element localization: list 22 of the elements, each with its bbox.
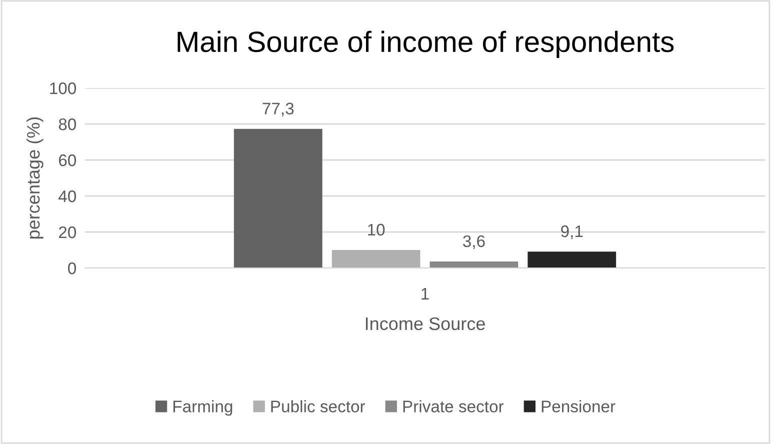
chart-title: Main Source of income of respondents [178, 30, 674, 58]
legend-label: Pensioner [542, 400, 616, 412]
data-label: 10 [368, 224, 385, 236]
data-label: 3,6 [463, 235, 485, 250]
y-tick-label: 100 [50, 82, 76, 94]
y-tick-label: 40 [58, 190, 76, 202]
bar [528, 252, 616, 268]
y-tick-label: 0 [68, 262, 76, 274]
x-tick-label: 1 [422, 288, 429, 300]
data-label: 77,3 [262, 102, 294, 116]
legend-label: Farming [173, 400, 232, 416]
data-label: 9,1 [561, 225, 583, 240]
legend-label: Private sector [403, 400, 504, 412]
bar [332, 250, 420, 268]
y-axis-title: percentage (%) [26, 117, 44, 239]
x-axis-title: Income Source [366, 317, 485, 330]
legend-label: Public sector [271, 400, 366, 412]
y-tick-label: 60 [58, 154, 76, 166]
y-tick-label: 20 [58, 226, 76, 238]
bar [234, 128, 322, 268]
bar [430, 262, 518, 268]
y-tick-label: 80 [58, 118, 76, 130]
